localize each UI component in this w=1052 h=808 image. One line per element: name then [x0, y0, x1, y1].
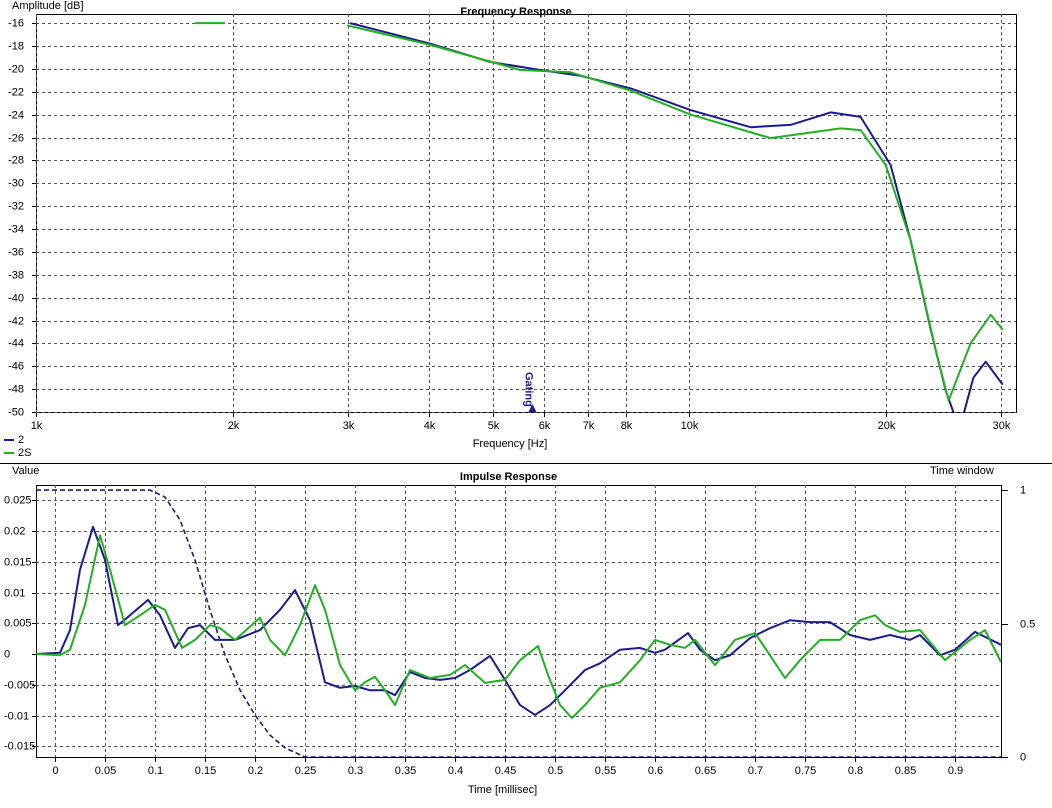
y-tick-label: -36: [8, 246, 24, 258]
x-tick-label: 0.2: [248, 765, 263, 777]
y-axis-label: Amplitude [dB]: [12, 0, 84, 12]
x-tick-label: 0.45: [495, 765, 516, 777]
y-tick-label: -40: [8, 292, 24, 304]
x-tick-label: 4k: [424, 420, 436, 432]
x-tick-label: 0.85: [895, 765, 916, 777]
plot-lines: [36, 489, 1001, 757]
y-tick-label: -42: [8, 315, 24, 327]
x-tick-label: 7k: [583, 420, 595, 432]
x-tick-label: 0.7: [748, 765, 763, 777]
x-tick-label: 0.65: [695, 765, 716, 777]
y-tick-label: -26: [8, 132, 24, 144]
series-line: [36, 489, 1001, 757]
y-tick-label: -48: [8, 383, 24, 395]
y-tick-label: -38: [8, 269, 24, 281]
y-tick-label: -28: [8, 154, 24, 166]
y-tick-label: -16: [8, 17, 24, 29]
annotation-marker: [528, 404, 537, 412]
plot-area: [36, 14, 1017, 413]
x-tick-label: 2k: [228, 420, 240, 432]
x-tick-label: 0.75: [795, 765, 816, 777]
y-tick-label: 0.01: [4, 587, 25, 599]
series-line: [195, 22, 1004, 402]
x-tick-label: 30k: [993, 420, 1011, 432]
legend-label: 2S: [18, 447, 31, 459]
y-tick-label: -44: [8, 337, 24, 349]
y-tick-label: -20: [8, 63, 24, 75]
plot-lines: [195, 22, 1004, 412]
y-tick-label: -32: [8, 200, 24, 212]
y-tick-label: 0.005: [4, 617, 32, 629]
x-tick-label: 0.35: [395, 765, 416, 777]
plot-area: [36, 485, 1002, 758]
x-tick-label: 0.8: [848, 765, 863, 777]
y-tick-label: -18: [8, 40, 24, 52]
y-tick-label: 0.02: [4, 525, 25, 537]
x-tick-label: 6k: [539, 420, 551, 432]
x-tick-label: 0.15: [195, 765, 216, 777]
y-tick-label: 0.025: [4, 494, 32, 506]
x-tick-label: 3k: [343, 420, 355, 432]
y-tick-label: -50: [8, 406, 24, 418]
legend-label: 2: [18, 434, 24, 446]
y-axis-label: Value: [12, 465, 39, 477]
x-tick-label: 0: [52, 765, 58, 777]
x-tick-label: 0.3: [348, 765, 363, 777]
x-axis-label: Time [millisec]: [468, 784, 537, 796]
y-tick-label: -34: [8, 223, 24, 235]
x-tick-label: 0.5: [548, 765, 563, 777]
chart-title: Impulse Response: [460, 471, 557, 483]
y-tick-label: 0: [4, 648, 10, 660]
x-tick-label: 0.1: [148, 765, 163, 777]
y-tick-label: 0.015: [4, 556, 32, 568]
x-tick-label: 0.25: [295, 765, 316, 777]
x-tick-label: 1k: [31, 420, 43, 432]
x-tick-label: 5k: [488, 420, 500, 432]
series-line: [36, 534, 1001, 719]
y2-tick-label: 0: [1020, 751, 1026, 763]
x-tick-label: 0.05: [95, 765, 116, 777]
y-tick-label: -0.015: [4, 740, 35, 752]
y-tick-label: -22: [8, 86, 24, 98]
x-tick-label: 20k: [878, 420, 896, 432]
y-tick-label: -46: [8, 360, 24, 372]
y2-tick-label: 0.5: [1020, 618, 1035, 630]
x-tick-label: 10k: [681, 420, 699, 432]
y-tick-label: -0.01: [4, 710, 29, 722]
annotation: Gating: [523, 372, 535, 407]
y-tick-label: -24: [8, 109, 24, 121]
y2-axis-label: Time window: [930, 465, 994, 477]
x-tick-label: 0.55: [595, 765, 616, 777]
x-tick-label: 0.4: [448, 765, 463, 777]
x-tick-label: 0.9: [948, 765, 963, 777]
x-axis-label: Frequency [Hz]: [473, 438, 548, 450]
series-line: [36, 525, 1001, 716]
y-tick-label: -0.005: [4, 679, 35, 691]
y2-tick-label: 1: [1020, 484, 1026, 496]
x-tick-label: 0.6: [648, 765, 663, 777]
y-tick-label: -30: [8, 177, 24, 189]
chart-title: Frequency Response: [460, 6, 571, 18]
x-tick-label: 8k: [621, 420, 633, 432]
